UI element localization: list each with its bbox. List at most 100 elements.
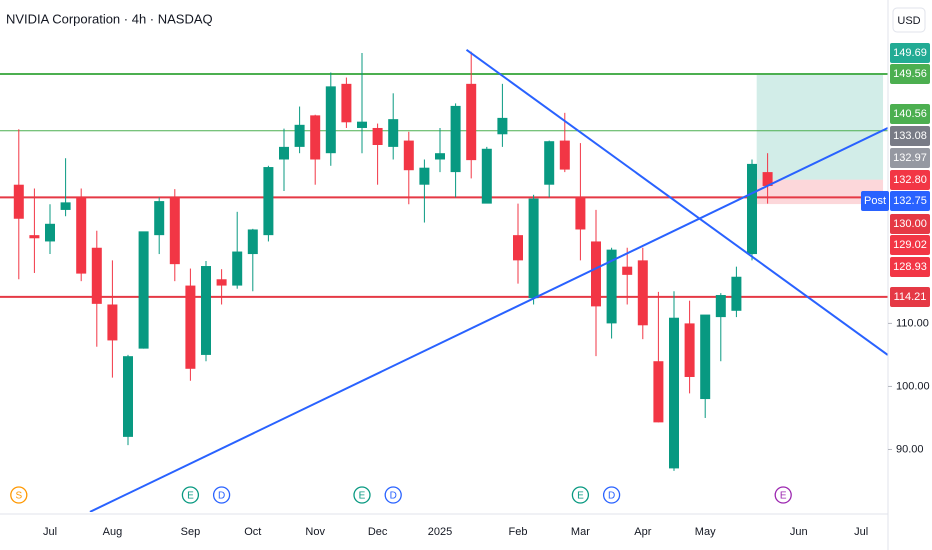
chart-title: NVIDIA Corporation · 4h · NASDAQ bbox=[6, 11, 213, 26]
candle-body bbox=[169, 197, 180, 265]
target-zone bbox=[756, 73, 884, 180]
candle-body bbox=[341, 83, 352, 123]
post-tag: Post bbox=[864, 195, 886, 207]
candle-body bbox=[559, 140, 570, 170]
candle-body bbox=[185, 285, 196, 369]
price-label: 132.97 bbox=[893, 152, 927, 164]
price-label: 132.75 bbox=[893, 195, 927, 207]
event-marker bbox=[571, 486, 590, 504]
candle-body bbox=[216, 279, 227, 286]
candle-body bbox=[279, 146, 289, 160]
candle-body bbox=[138, 231, 149, 349]
price-label-box bbox=[890, 214, 930, 234]
price-label: 130.00 bbox=[893, 218, 927, 230]
price-label: 128.93 bbox=[893, 261, 927, 273]
price-label: 114.21 bbox=[894, 291, 927, 303]
candle-body bbox=[294, 124, 305, 147]
event-marker bbox=[384, 486, 402, 504]
y-tick-label: 90.00 bbox=[896, 443, 924, 455]
price-label: 149.69 bbox=[893, 47, 927, 59]
candle-body bbox=[45, 223, 55, 242]
x-tick-label: Aug bbox=[103, 526, 123, 538]
candle-body bbox=[310, 115, 321, 160]
candle-body bbox=[669, 317, 679, 469]
price-label-box bbox=[890, 43, 930, 63]
candle-body bbox=[13, 184, 24, 219]
candle-body bbox=[528, 198, 539, 299]
candle-body bbox=[435, 153, 445, 160]
trendline bbox=[465, 48, 888, 356]
x-tick-label: Jul bbox=[43, 526, 57, 538]
price-label: 140.56 bbox=[893, 108, 927, 120]
y-tick-label: 110.00 bbox=[896, 317, 929, 329]
price-label-box bbox=[890, 148, 930, 168]
price-label: 129.02 bbox=[893, 239, 927, 251]
x-tick-label: 2025 bbox=[428, 526, 452, 538]
candle-body bbox=[403, 140, 414, 171]
price-label-box bbox=[890, 104, 930, 124]
candle-body bbox=[544, 141, 555, 185]
candle-body bbox=[700, 314, 711, 400]
candle-body bbox=[91, 247, 102, 304]
event-marker bbox=[181, 486, 200, 504]
candle-body bbox=[29, 235, 40, 239]
price-label-box bbox=[890, 235, 930, 255]
candle-body bbox=[466, 83, 477, 161]
price-label-box bbox=[890, 287, 930, 307]
event-letter: D bbox=[390, 491, 397, 502]
post-tag-box bbox=[861, 191, 889, 211]
candle-body bbox=[762, 172, 773, 186]
event-marker bbox=[602, 486, 621, 504]
candle-body bbox=[419, 167, 430, 185]
y-tick-label: 100.00 bbox=[896, 380, 930, 392]
candle-body bbox=[731, 276, 742, 311]
currency[interactable]: USD bbox=[897, 15, 920, 27]
x-tick-label: Jun bbox=[790, 526, 808, 538]
candle-body bbox=[684, 323, 695, 377]
candle-body bbox=[76, 197, 87, 274]
x-tick-label: May bbox=[695, 526, 716, 538]
candle-body bbox=[747, 163, 757, 255]
event-marker bbox=[774, 486, 792, 504]
candle-body bbox=[622, 266, 633, 275]
candle-body bbox=[107, 304, 118, 341]
x-tick-label: Nov bbox=[305, 526, 325, 538]
trendline bbox=[89, 127, 888, 512]
candle-body bbox=[232, 251, 243, 286]
candle-body bbox=[247, 229, 258, 255]
event-letter: E bbox=[780, 491, 787, 502]
event-marker bbox=[212, 486, 231, 504]
currency-button[interactable] bbox=[892, 7, 926, 33]
price-label-box bbox=[890, 170, 930, 190]
candle-body bbox=[263, 167, 274, 236]
event-marker bbox=[353, 486, 371, 504]
x-tick-label: Oct bbox=[244, 526, 261, 538]
candle-body bbox=[450, 105, 461, 173]
x-tick-label: Sep bbox=[181, 526, 201, 538]
candle-body bbox=[513, 235, 523, 261]
candle-body bbox=[653, 361, 664, 423]
candle-body bbox=[325, 86, 336, 154]
event-letter: D bbox=[608, 491, 615, 502]
event-marker bbox=[10, 486, 28, 504]
candle-body bbox=[715, 295, 726, 318]
candle-body bbox=[481, 148, 492, 204]
price-label: 133.08 bbox=[893, 130, 927, 142]
candle-body bbox=[575, 197, 586, 230]
candle-body bbox=[201, 266, 211, 355]
price-label-box bbox=[890, 257, 930, 277]
candle-body bbox=[154, 201, 165, 236]
x-tick-label: Mar bbox=[571, 526, 590, 538]
event-letter: E bbox=[577, 491, 584, 502]
plot-area bbox=[0, 48, 888, 512]
event-letter: D bbox=[218, 491, 225, 502]
candle-body bbox=[637, 260, 648, 326]
event-letter: E bbox=[187, 491, 194, 502]
candle-body bbox=[388, 119, 399, 147]
event-letter: E bbox=[359, 491, 366, 502]
candle-body bbox=[497, 117, 508, 135]
candle-body bbox=[60, 202, 71, 210]
candle-body bbox=[591, 241, 601, 307]
x-tick-label: Apr bbox=[634, 526, 651, 538]
